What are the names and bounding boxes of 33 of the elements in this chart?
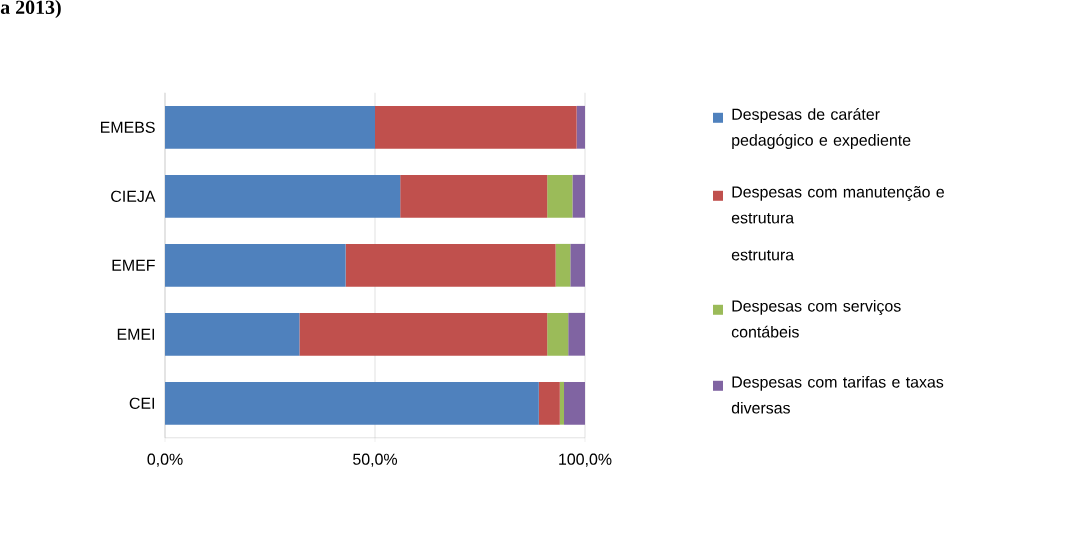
bar <box>345 244 556 287</box>
bar <box>568 313 586 356</box>
bar <box>165 244 346 287</box>
bar <box>559 382 565 425</box>
bar <box>165 175 401 218</box>
y-tick-label: CEI <box>129 397 155 410</box>
bar <box>555 244 571 287</box>
bar <box>165 106 376 149</box>
text: a 2013) <box>0 0 61 19</box>
y-tick-label: EMEBS <box>101 121 155 134</box>
x-tick-label: 100,0% <box>559 453 612 467</box>
y-tick-label: EMEI <box>117 328 155 340</box>
bar <box>400 175 548 218</box>
bar <box>547 313 569 356</box>
legend-label: Despesas com serviços contábeis <box>731 300 901 338</box>
bar <box>375 106 577 149</box>
bar <box>299 313 548 356</box>
bar <box>576 106 586 149</box>
text: estrutura <box>731 250 795 261</box>
bar <box>547 175 573 218</box>
legend-label: Despesas com manutenção e estrutura <box>731 186 944 224</box>
bar <box>570 244 586 287</box>
legend-label: Despesas com tarifas e taxas diversas <box>731 376 944 414</box>
bar <box>564 382 586 425</box>
bar <box>538 382 560 425</box>
y-tick-label: CIEJA <box>111 190 156 203</box>
bar <box>572 175 586 218</box>
legend-label: Despesas de caráter pedagógico e expediente <box>732 108 911 150</box>
bar <box>165 313 300 356</box>
x-tick-label: 0,0% <box>147 453 183 467</box>
x-tick-label: 50,0% <box>353 453 398 467</box>
y-tick-label: EMEF <box>112 259 155 271</box>
bar <box>165 382 539 425</box>
